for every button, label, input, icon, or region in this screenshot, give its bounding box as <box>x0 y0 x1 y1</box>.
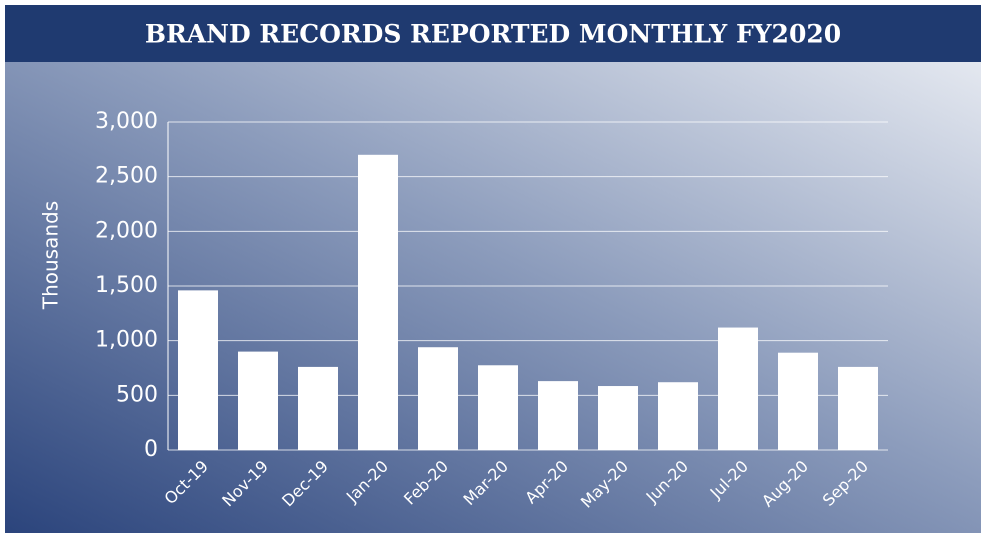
y-tick-label: 2,000 <box>95 218 158 243</box>
y-tick-label: 1,500 <box>95 273 158 298</box>
bar <box>358 154 398 451</box>
y-tick-label: 500 <box>116 382 158 407</box>
bar <box>718 327 758 450</box>
bar <box>838 366 878 450</box>
bar <box>418 347 458 450</box>
bar <box>538 381 578 450</box>
bar <box>298 366 338 450</box>
bar <box>658 382 698 450</box>
y-tick-label: 0 <box>144 437 158 462</box>
bar <box>178 290 218 450</box>
y-tick-label: 2,500 <box>95 164 158 189</box>
bar <box>598 386 638 450</box>
y-axis-label: Thousands <box>39 201 63 310</box>
chart-title: BRAND RECORDS REPORTED MONTHLY FY2020 <box>145 20 841 49</box>
y-tick-label: 1,000 <box>95 328 158 353</box>
y-tick-label: 3,000 <box>95 109 158 134</box>
bar <box>238 351 278 450</box>
header-bar <box>5 5 981 62</box>
bar <box>778 352 818 450</box>
bar <box>478 365 518 450</box>
